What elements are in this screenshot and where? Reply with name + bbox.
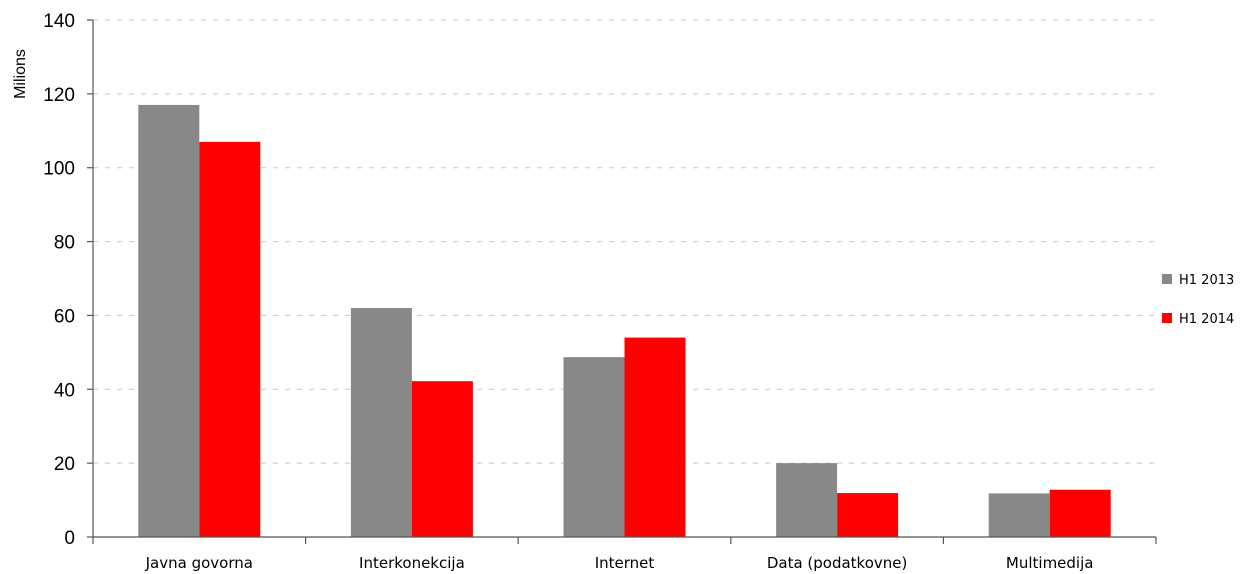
bar-h1-2014 xyxy=(1049,489,1111,537)
bar-h1-2014 xyxy=(837,493,899,537)
bar-h1-2014 xyxy=(199,141,261,537)
legend-swatch xyxy=(1162,313,1172,323)
y-tick-label: 80 xyxy=(54,233,75,254)
y-tick-label: 0 xyxy=(64,528,75,549)
y-tick-label: 100 xyxy=(43,159,75,180)
x-tick-labels: Javna govorna Interkonekcija Internet Data … xyxy=(145,554,1094,572)
bar-h1-2013 xyxy=(988,493,1050,537)
legend-label: H1 2014 xyxy=(1179,312,1234,327)
y-tick-label: 140 xyxy=(43,11,75,32)
y-axis-label: Milions xyxy=(12,49,29,99)
x-tick-label: Interkonekcija xyxy=(359,554,465,572)
y-tick-labels: 0 20 40 60 80 100 120 140 xyxy=(43,11,75,549)
x-tick-label: Javna govorna xyxy=(145,554,253,572)
bar-h1-2013 xyxy=(350,308,412,537)
bars xyxy=(138,104,1111,537)
y-tick-label: 40 xyxy=(54,380,75,401)
axes xyxy=(92,20,1157,544)
x-tick-label: Multimedija xyxy=(1006,554,1094,572)
y-tick-label: 20 xyxy=(54,454,75,475)
x-tick-label: Internet xyxy=(595,554,655,572)
legend-swatch xyxy=(1162,274,1172,284)
y-tick-label: 120 xyxy=(43,85,75,106)
bar-h1-2013 xyxy=(138,104,200,537)
legend: H1 2013 H1 2014 xyxy=(1162,273,1234,327)
x-tick-label: Data (podatkovne) xyxy=(767,554,908,572)
bar-h1-2014 xyxy=(624,337,686,537)
legend-label: H1 2013 xyxy=(1179,273,1234,288)
bar-h1-2013 xyxy=(776,463,838,537)
bar-h1-2014 xyxy=(411,381,473,537)
y-tick-label: 60 xyxy=(54,306,75,327)
bar-h1-2013 xyxy=(563,357,625,537)
